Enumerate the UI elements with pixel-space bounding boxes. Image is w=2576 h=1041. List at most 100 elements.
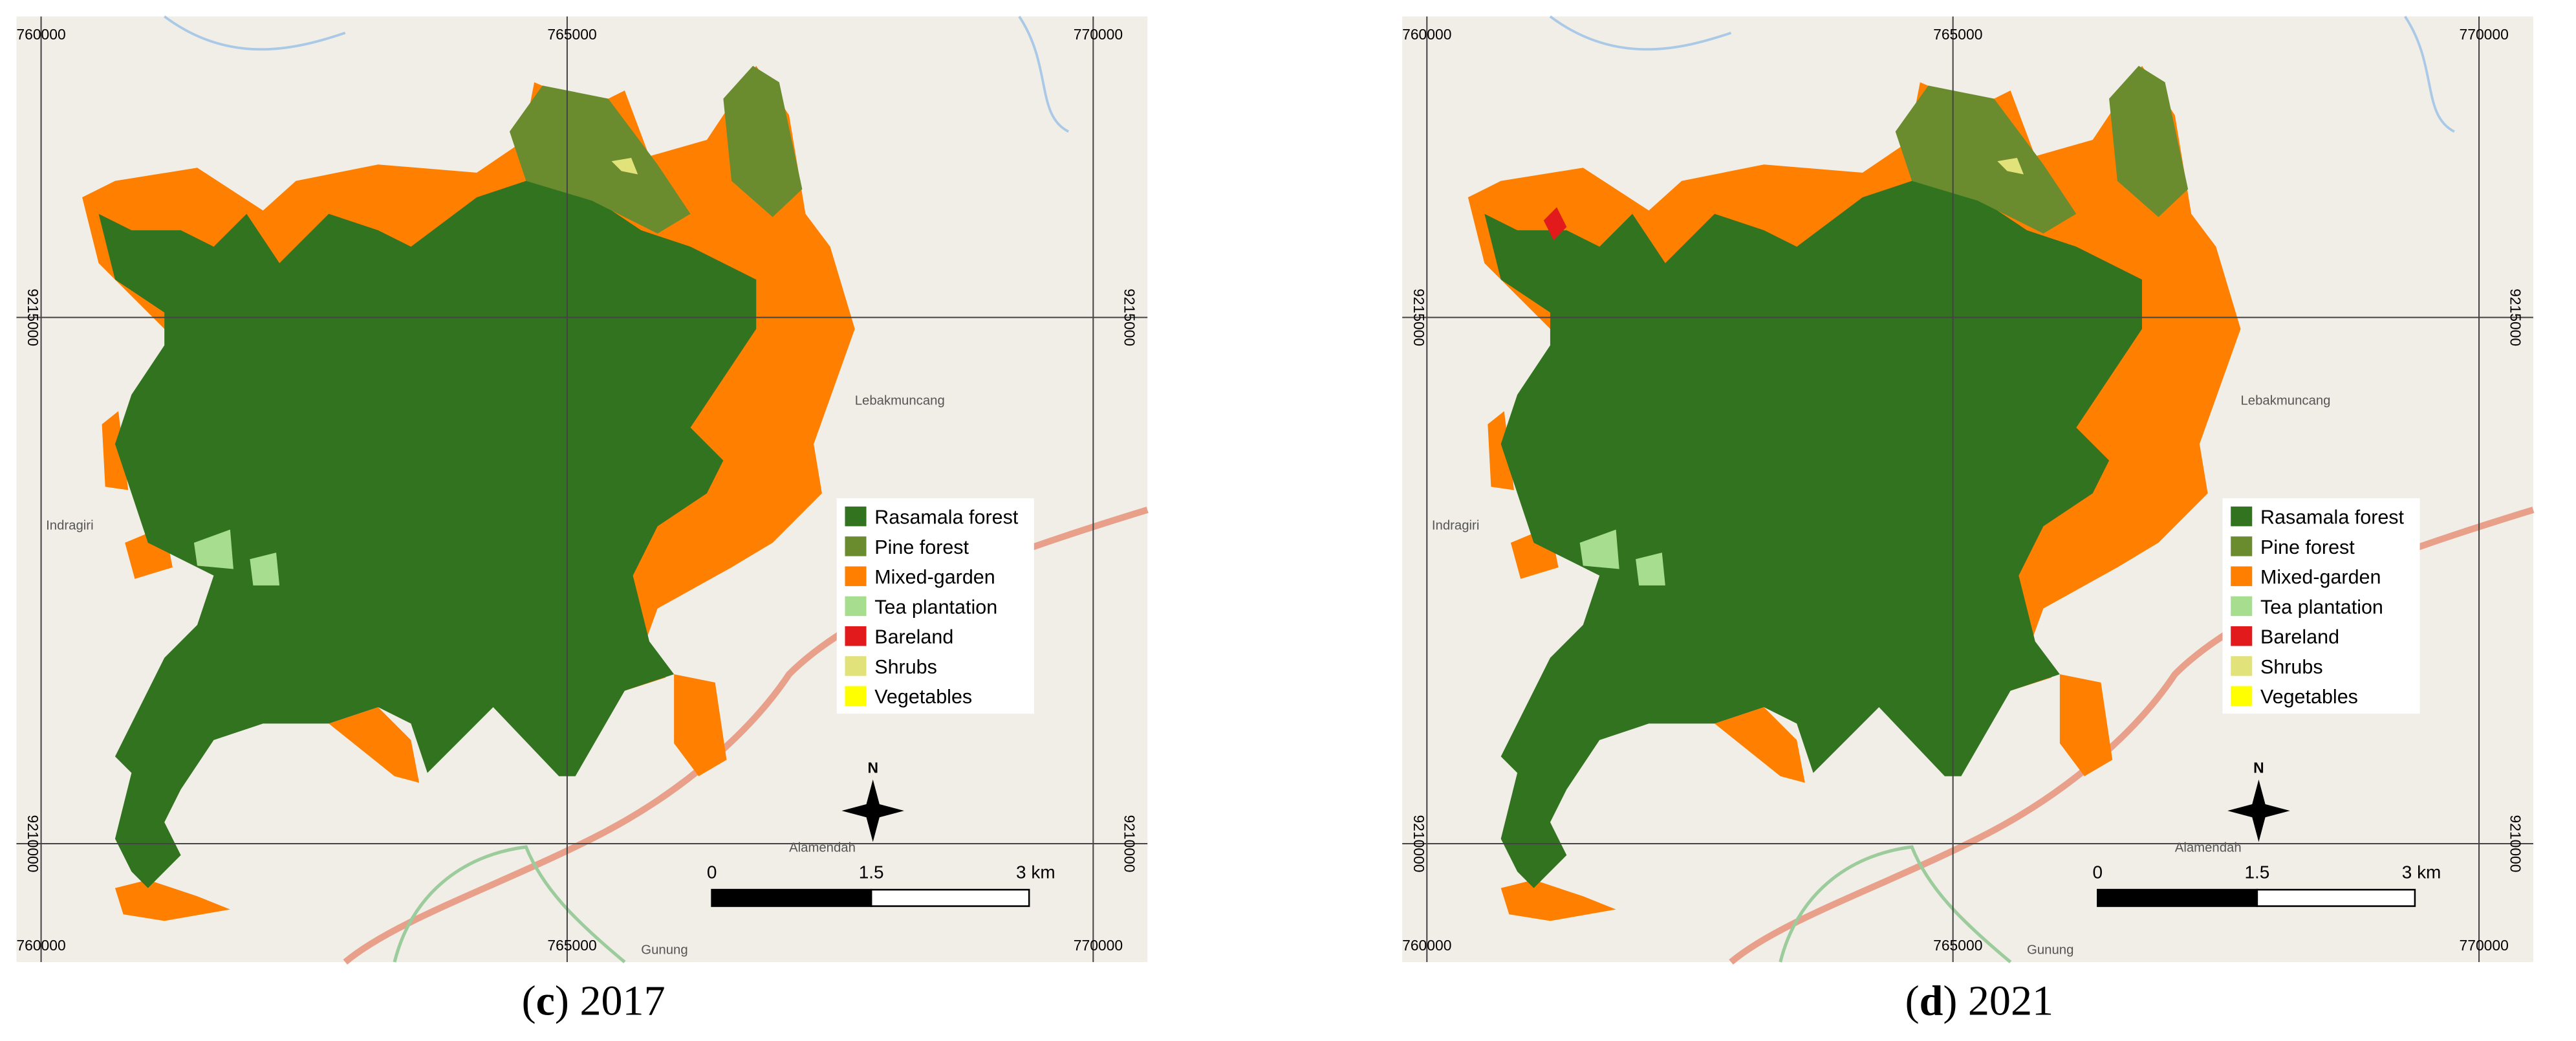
grid-label: 9210000 (2507, 815, 2524, 872)
place-name: Alamendah (2175, 841, 2242, 855)
place-name: Gunung (2027, 943, 2073, 957)
land-mixed-garden (2059, 674, 2113, 776)
legend-label: Mixed-garden (2260, 566, 2381, 588)
map-panel: 760000 760000 765000 765000 770000 770000 9215… (16, 15, 1149, 1024)
land-bareland (1543, 207, 1567, 241)
grid-label: 760000 (16, 26, 65, 43)
grid-label: 9215000 (2507, 289, 2524, 346)
legend-swatch (2231, 566, 2253, 586)
grid-label: 9210000 (1411, 815, 1427, 872)
grid-label: 760000 (16, 937, 65, 954)
legend-label: Shrubs (2260, 656, 2323, 678)
land-mixed-garden (1488, 411, 1514, 490)
legend-swatch (845, 566, 867, 586)
land-tea-plantation (1636, 553, 1665, 586)
land-mixed-garden (114, 879, 230, 921)
land-mixed-garden (102, 411, 129, 490)
scale-bar-white (870, 888, 1030, 907)
grid-label: 760000 (1402, 937, 1451, 954)
land-tea-plantation (1579, 529, 1619, 569)
river (164, 15, 1070, 133)
grid-label: 770000 (2460, 937, 2509, 954)
scale-bar-black (711, 888, 872, 907)
grid-label: 770000 (2460, 26, 2509, 43)
land-pine-forest (723, 65, 803, 217)
land-pine-forest (509, 85, 691, 234)
legend-swatch (2231, 656, 2253, 676)
legend-swatch (845, 596, 867, 617)
legend-label: Tea plantation (874, 596, 997, 618)
legend-label: Vegetables (2260, 686, 2358, 708)
land-pine-forest (1895, 85, 2077, 234)
legend-swatch (2231, 536, 2253, 556)
place-name: Indragiri (1432, 518, 1479, 532)
caption: (d) 2021 (1905, 977, 2053, 1024)
place-name: Indragiri (46, 518, 93, 532)
legend-box (2222, 498, 2420, 714)
grid-label: 770000 (1074, 937, 1123, 954)
scale-label: 1.5 (859, 862, 884, 882)
legend-box (836, 498, 1034, 714)
grid-label: 9215000 (1411, 289, 1427, 346)
caption-part: d (1920, 977, 1943, 1024)
legend-label: Rasamala forest (874, 507, 1019, 529)
scale-label: 0 (2093, 862, 2103, 882)
legend-swatch (845, 626, 867, 646)
land-mixed-garden (674, 674, 727, 776)
place-name: Lebakmuncang (2240, 393, 2330, 408)
legend-label: Vegetables (874, 686, 972, 708)
north-label: N (2253, 760, 2264, 776)
grid-label: 765000 (1933, 26, 1982, 43)
north-arrow (2227, 779, 2290, 842)
legend-label: Mixed-garden (874, 566, 995, 588)
land-tea-plantation (250, 553, 280, 586)
legend-label: Bareland (874, 626, 953, 648)
land-rasamala-forest (98, 164, 757, 888)
caption-part: ( (1905, 977, 1920, 1024)
river (1549, 15, 2455, 133)
scale-bar-black (2097, 888, 2258, 907)
scale-label: 0 (707, 862, 717, 882)
land-mixed-garden (1500, 879, 1616, 921)
place-name: Gunung (641, 943, 687, 957)
legend-swatch (2231, 626, 2253, 646)
park-border (1779, 845, 2012, 963)
grid-label: 9210000 (25, 815, 41, 872)
land-mixed-garden (1715, 707, 1805, 783)
park-border (393, 845, 626, 963)
legend-swatch (2231, 506, 2253, 527)
grid-label: 765000 (547, 26, 596, 43)
legend-swatch (845, 656, 867, 676)
legend-swatch (845, 536, 867, 556)
legend-swatch (845, 506, 867, 527)
legend-label: Rasamala forest (2260, 507, 2405, 529)
land-mixed-garden (329, 707, 420, 783)
land-shrubs (1997, 158, 2024, 175)
grid-label: 9215000 (1121, 289, 1138, 346)
legend-swatch (845, 686, 867, 706)
scale-label: 3 km (1016, 862, 1055, 882)
grid-label: 760000 (1402, 26, 1451, 43)
land-pine-forest (2109, 65, 2189, 217)
caption-part: c (536, 977, 555, 1024)
legend-label: Pine forest (874, 536, 969, 558)
legend-swatch (2231, 686, 2253, 706)
legend-label: Pine forest (2260, 536, 2355, 558)
map-panel: 760000 760000 765000 765000 770000 770000 9215… (1402, 15, 2535, 1024)
caption-part: ) 2017 (555, 977, 666, 1024)
grid-label: 9210000 (1121, 815, 1138, 872)
land-tea-plantation (193, 529, 233, 569)
scale-label: 1.5 (2244, 862, 2269, 882)
grid-label: 765000 (1933, 937, 1982, 954)
legend-label: Bareland (2260, 626, 2339, 648)
grid-label: 765000 (547, 937, 596, 954)
place-name: Alamendah (789, 841, 856, 855)
grid-label: 9215000 (25, 289, 41, 346)
legend-label: Tea plantation (2260, 596, 2383, 618)
scale-bar-white (2256, 888, 2416, 907)
land-shrubs (611, 158, 638, 175)
caption-part: ( (522, 977, 536, 1024)
legend-swatch (2231, 596, 2253, 617)
